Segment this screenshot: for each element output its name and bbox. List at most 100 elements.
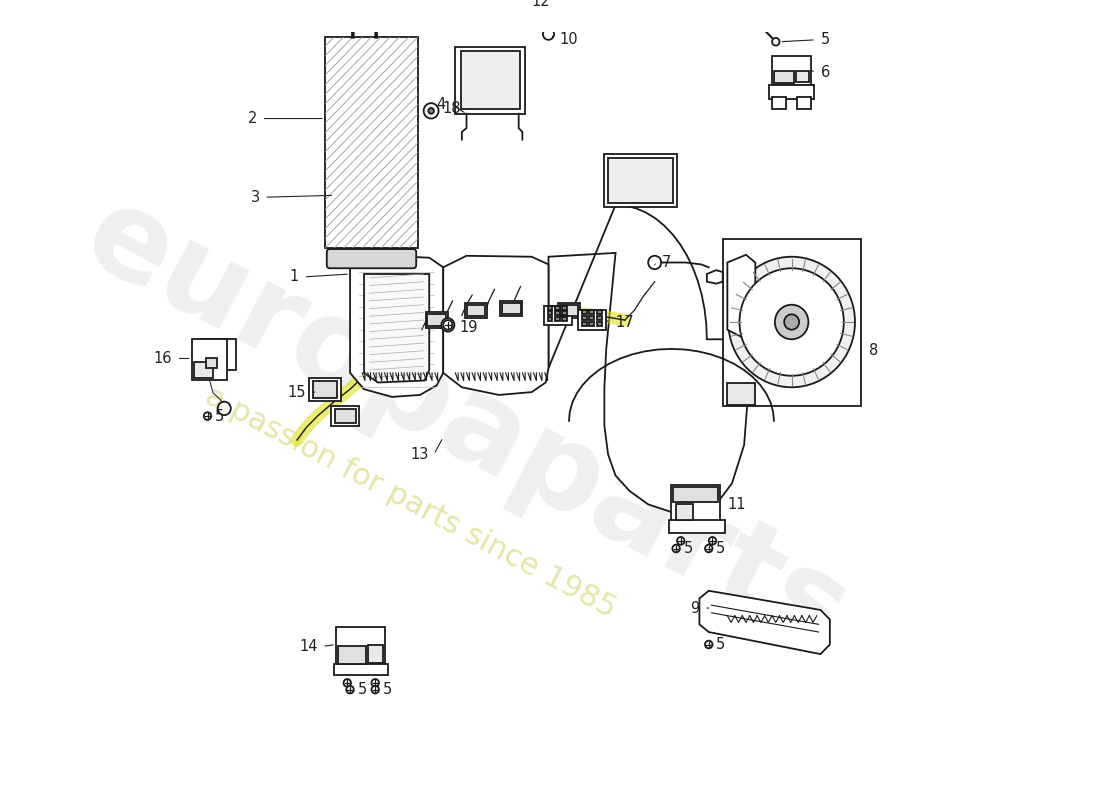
Text: 9: 9 [690, 601, 700, 615]
Bar [502, 303, 520, 314]
Bar [556, 311, 560, 315]
Bar [312, 381, 337, 398]
Text: europaparts: europaparts [66, 175, 867, 676]
Bar [499, 6, 521, 21]
Polygon shape [700, 590, 829, 654]
Bar [461, 51, 519, 109]
Text: 12: 12 [531, 0, 550, 9]
Circle shape [772, 38, 780, 46]
Bar [597, 322, 602, 326]
Bar [367, 646, 383, 662]
Bar [500, 301, 522, 316]
Text: 5: 5 [716, 541, 725, 556]
Bar [772, 98, 786, 109]
Bar [597, 316, 602, 320]
Bar [798, 98, 811, 109]
Circle shape [676, 537, 684, 545]
Bar [582, 322, 586, 326]
Circle shape [774, 305, 808, 339]
Bar [548, 318, 552, 321]
Bar [496, 2, 525, 22]
Polygon shape [707, 270, 723, 284]
Bar [608, 158, 673, 203]
Polygon shape [350, 255, 443, 397]
Bar [774, 71, 794, 83]
Text: 8: 8 [869, 343, 878, 358]
Circle shape [543, 28, 554, 40]
Bar [669, 520, 725, 533]
Bar [562, 306, 568, 310]
Bar [201, 339, 236, 370]
Text: 5: 5 [383, 682, 392, 697]
Bar [562, 311, 568, 315]
Circle shape [372, 679, 378, 686]
Bar [769, 85, 814, 99]
Circle shape [204, 412, 211, 420]
Text: 14: 14 [299, 639, 318, 654]
Circle shape [372, 686, 378, 694]
Circle shape [428, 108, 433, 114]
Text: 5: 5 [214, 409, 224, 423]
FancyBboxPatch shape [327, 249, 416, 268]
Bar [590, 322, 594, 326]
Text: 13: 13 [411, 447, 429, 462]
Bar [556, 306, 560, 310]
Text: 19: 19 [459, 320, 477, 335]
Bar [195, 362, 213, 378]
Text: 11: 11 [727, 497, 746, 512]
Text: 7: 7 [662, 255, 671, 270]
Circle shape [705, 641, 713, 648]
Bar [604, 154, 676, 207]
Polygon shape [364, 274, 429, 382]
Bar [337, 627, 385, 666]
Bar [191, 339, 227, 379]
Bar [796, 71, 810, 82]
Text: 5: 5 [716, 637, 725, 652]
Circle shape [343, 679, 351, 686]
Text: a passion for parts since 1985: a passion for parts since 1985 [200, 382, 622, 623]
Bar [562, 318, 568, 321]
Text: 5: 5 [821, 32, 829, 47]
Bar [582, 316, 586, 320]
Bar [548, 306, 552, 310]
Circle shape [218, 402, 231, 415]
Circle shape [506, 0, 512, 2]
Text: 5: 5 [358, 682, 366, 697]
Polygon shape [549, 205, 748, 514]
Bar [676, 504, 693, 520]
Circle shape [708, 537, 716, 545]
Polygon shape [727, 255, 756, 339]
Bar [426, 313, 448, 328]
Text: 6: 6 [821, 65, 829, 80]
Text: 4: 4 [437, 97, 446, 112]
Circle shape [784, 314, 799, 330]
Bar [772, 56, 811, 85]
Circle shape [705, 545, 713, 552]
Bar [466, 305, 485, 316]
Bar [671, 485, 719, 522]
Bar [338, 646, 366, 664]
Bar [727, 383, 756, 405]
Bar [324, 37, 418, 248]
Bar [582, 310, 586, 314]
Circle shape [443, 320, 452, 330]
Circle shape [648, 256, 661, 270]
Circle shape [441, 318, 454, 332]
Text: 18: 18 [442, 102, 461, 117]
Bar [206, 358, 217, 368]
Bar [428, 314, 446, 326]
Bar [548, 311, 552, 315]
Text: 16: 16 [154, 351, 172, 366]
Circle shape [672, 545, 680, 552]
Bar [590, 316, 594, 320]
Text: 5: 5 [683, 541, 693, 556]
Bar [558, 303, 580, 318]
Circle shape [346, 686, 354, 694]
Text: 10: 10 [560, 32, 579, 47]
Bar [673, 487, 718, 502]
Text: 17: 17 [616, 314, 635, 330]
Circle shape [728, 257, 855, 387]
Bar [336, 410, 355, 422]
Text: 2: 2 [248, 111, 257, 126]
Bar [590, 310, 594, 314]
